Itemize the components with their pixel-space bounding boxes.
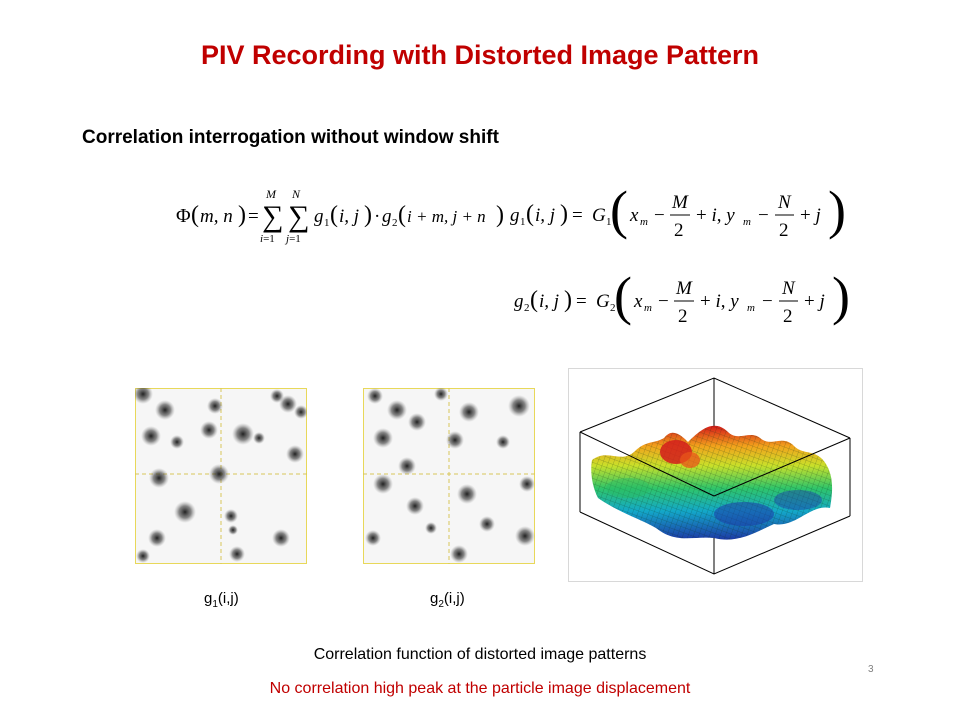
svg-text:=: = (248, 206, 259, 227)
svg-text:+ i, y: + i, y (700, 291, 739, 312)
svg-text:x: x (633, 291, 643, 312)
svg-text:(: ( (614, 266, 632, 326)
particle-image-g1 (133, 384, 308, 565)
svg-text:∑: ∑ (262, 200, 283, 233)
svg-text:M: M (671, 192, 689, 213)
correlation-equation: Φ ( m, n ) = M ∑ i=1 N ∑ j=1 g 1 ( i, j … (176, 187, 504, 253)
svg-text:+ i, y: + i, y (696, 205, 735, 226)
svg-text:): ) (564, 287, 572, 313)
svg-text:): ) (832, 266, 850, 326)
svg-text:i, j: i, j (539, 291, 559, 312)
svg-text:): ) (496, 202, 504, 228)
svg-text:(: ( (610, 180, 628, 240)
svg-text:(: ( (526, 201, 534, 227)
svg-text:−: − (654, 205, 665, 226)
svg-text:): ) (560, 201, 568, 227)
svg-text:N: N (291, 187, 301, 201)
svg-text:m: m (743, 216, 751, 228)
svg-text:g: g (514, 291, 524, 312)
svg-text:·: · (374, 206, 380, 227)
svg-text:g: g (510, 205, 520, 226)
svg-text:2: 2 (610, 302, 616, 314)
svg-text:−: − (658, 291, 669, 312)
g1-caption-args: (i,j) (217, 590, 239, 607)
svg-text:): ) (238, 202, 246, 228)
svg-text:(: ( (398, 202, 406, 228)
particles-g2 (365, 387, 535, 563)
svg-text:−: − (762, 291, 773, 312)
svg-text:M: M (675, 278, 693, 299)
svg-text:+ j: + j (804, 291, 825, 312)
svg-text:=: = (576, 291, 587, 312)
svg-text:j=1: j=1 (284, 233, 301, 245)
g2-equation: g 2 ( i, j ) = G 2 ( x m − M 2 + i, y m … (514, 266, 854, 339)
svg-text:i, j: i, j (339, 206, 359, 227)
svg-text:x: x (629, 205, 639, 226)
particle-image-g2 (362, 387, 536, 565)
svg-text:m: m (644, 302, 652, 314)
svg-text:): ) (828, 180, 846, 240)
svg-text:−: − (758, 205, 769, 226)
svg-text:2: 2 (779, 220, 789, 241)
correlation-surface (591, 425, 833, 540)
particles-g1 (133, 384, 308, 563)
svg-text:): ) (364, 202, 372, 228)
slide-subtitle: Correlation interrogation without window… (82, 127, 499, 148)
g2-caption: g2(i,j) (430, 590, 465, 610)
g1-equation: g 1 ( i, j ) = G 1 ( x m − M 2 + i, y m … (510, 180, 850, 253)
svg-text:2: 2 (674, 220, 684, 241)
svg-text:+ j: + j (800, 205, 821, 226)
svg-text:∑: ∑ (288, 200, 309, 233)
svg-text:g: g (382, 206, 392, 227)
g2-caption-sub: 2 (438, 599, 444, 610)
svg-text:M: M (265, 187, 277, 201)
slide-number: 3 (868, 664, 874, 675)
svg-text:G: G (592, 205, 606, 226)
g2-caption-args: (i,j) (443, 590, 465, 607)
svg-text:1: 1 (606, 216, 612, 228)
svg-text:m, n: m, n (200, 206, 233, 227)
svg-text:=: = (572, 205, 583, 226)
correlation-surface-plot (568, 368, 863, 582)
correlation-caption: Correlation function of distorted image … (313, 646, 647, 663)
g1-caption-label: g (204, 590, 213, 607)
svg-text:N: N (781, 278, 796, 299)
svg-text:g: g (314, 206, 324, 227)
svg-text:i, j: i, j (535, 205, 555, 226)
svg-text:2: 2 (524, 302, 530, 314)
svg-text:G: G (596, 291, 610, 312)
svg-text:1: 1 (520, 216, 526, 228)
g2-caption-label: g (430, 590, 439, 607)
svg-text:i=1: i=1 (260, 233, 275, 245)
svg-text:1: 1 (324, 217, 330, 229)
g1-caption-sub: 1 (212, 599, 218, 610)
svg-text:(: ( (530, 287, 538, 313)
correlation-note: No correlation high peak at the particle… (269, 680, 691, 697)
svg-text:2: 2 (392, 217, 398, 229)
svg-text:m: m (640, 216, 648, 228)
svg-text:N: N (777, 192, 792, 213)
slide-title: PIV Recording with Distorted Image Patte… (200, 40, 760, 70)
svg-text:m: m (747, 302, 755, 314)
g1-caption: g1(i,j) (204, 590, 239, 610)
svg-text:Φ: Φ (176, 205, 191, 227)
svg-text:2: 2 (678, 306, 688, 327)
svg-text:(: ( (191, 202, 199, 228)
svg-text:2: 2 (783, 306, 793, 327)
svg-text:i + m, j + n: i + m, j + n (407, 207, 486, 226)
svg-text:(: ( (330, 202, 338, 228)
